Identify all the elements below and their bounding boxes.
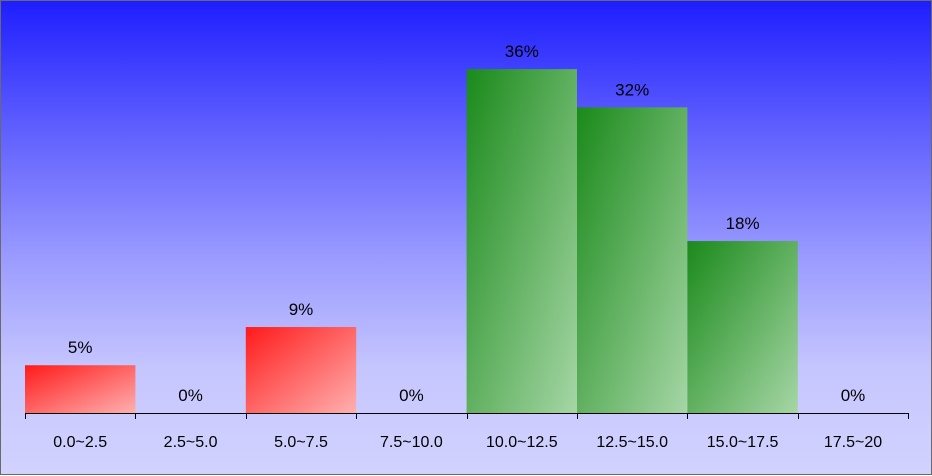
x-tick-label: 12.5~15.0	[596, 434, 668, 451]
x-tick-label: 10.0~12.5	[486, 434, 558, 451]
bar-15.0~17.5	[687, 241, 798, 413]
data-label: 18%	[726, 214, 760, 233]
bar-5.0~7.5	[245, 327, 357, 413]
data-label: 9%	[289, 300, 314, 319]
data-label: 36%	[505, 42, 539, 61]
x-tick-label: 2.5~5.0	[164, 434, 218, 451]
labels-group: 5% 0.0~2.5 0% 2.5~5.0 9% 5.0~7.5 0% 7.5~10.0 36%…	[53, 42, 882, 451]
data-label: 0%	[178, 386, 203, 405]
x-tick-label: 0.0~2.5	[53, 434, 107, 451]
bar-0.0~2.5	[25, 365, 136, 413]
x-tick-label: 15.0~17.5	[707, 434, 779, 451]
bar-12.5~15.0	[577, 107, 688, 413]
x-axis	[25, 413, 909, 419]
x-tick-label: 5.0~7.5	[274, 434, 328, 451]
data-label: 0%	[841, 386, 866, 405]
bars-group	[25, 69, 798, 414]
x-tick-label: 7.5~10.0	[380, 434, 443, 451]
data-label: 0%	[399, 386, 424, 405]
data-label: 5%	[68, 338, 93, 357]
bar-10.0~12.5	[466, 69, 577, 414]
data-label: 32%	[615, 80, 649, 99]
x-tick-label: 17.5~20	[824, 434, 882, 451]
